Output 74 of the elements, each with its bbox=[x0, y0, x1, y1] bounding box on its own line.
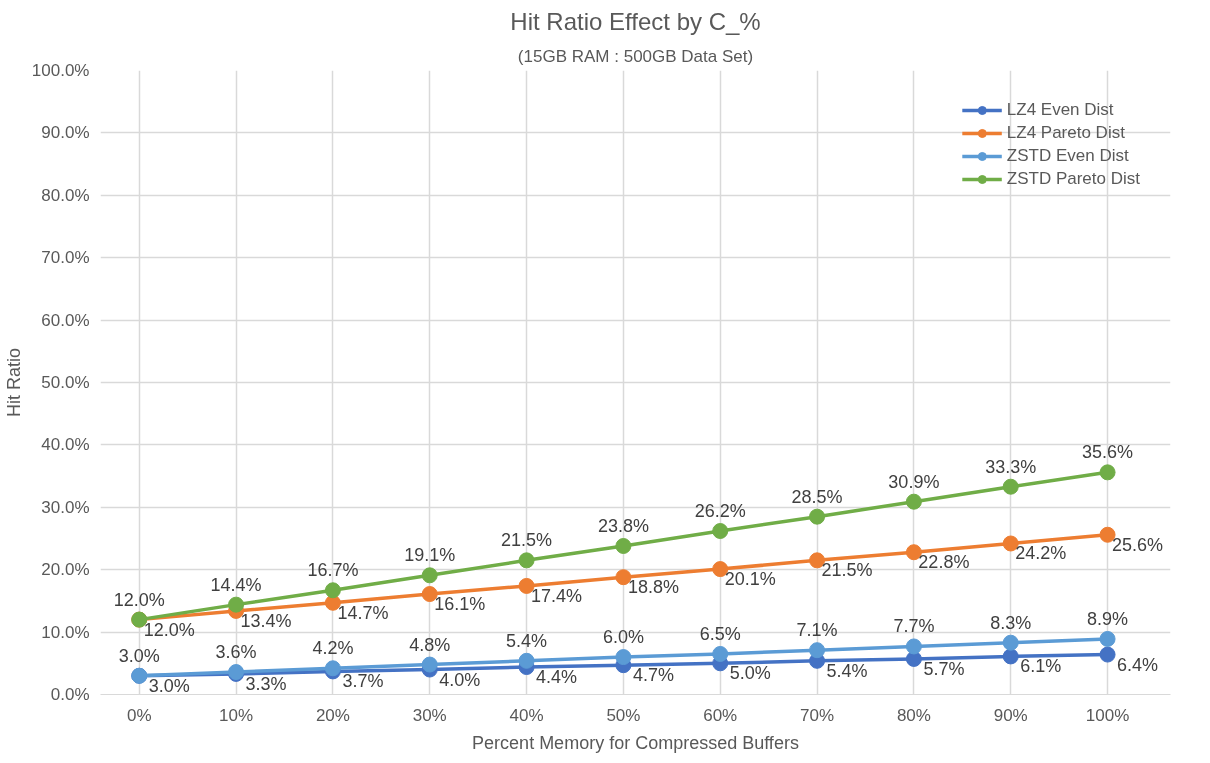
legend-label: LZ4 Pareto Dist bbox=[1006, 123, 1125, 143]
y-tick-label: 0.0% bbox=[50, 685, 90, 704]
data-label: 14.7% bbox=[337, 602, 389, 623]
data-label: 26.2% bbox=[694, 501, 746, 522]
legend-label: ZSTD Even Dist bbox=[1006, 146, 1129, 166]
data-label: 5.4% bbox=[826, 660, 868, 681]
data-label: 35.6% bbox=[1082, 442, 1134, 463]
y-tick-label: 30.0% bbox=[41, 497, 90, 517]
y-tick-label: 90.0% bbox=[41, 123, 90, 143]
y-tick-label: 70.0% bbox=[41, 248, 90, 268]
data-label: 8.3% bbox=[990, 612, 1032, 633]
data-label: 16.7% bbox=[307, 560, 359, 581]
data-label: 3.0% bbox=[148, 675, 190, 696]
data-label: 12.0% bbox=[113, 589, 165, 610]
legend-label: LZ4 Even Dist bbox=[1006, 100, 1114, 120]
data-label: 14.4% bbox=[210, 574, 262, 595]
data-label: 21.5% bbox=[501, 530, 553, 551]
data-label: 3.0% bbox=[118, 645, 160, 666]
data-label: 22.8% bbox=[918, 552, 970, 573]
x-tick-label: 20% bbox=[315, 705, 350, 725]
data-label: 4.7% bbox=[632, 665, 674, 686]
data-label: 30.9% bbox=[888, 471, 940, 492]
data-label: 25.6% bbox=[1112, 534, 1164, 555]
x-tick-label: 40% bbox=[509, 705, 544, 725]
legend-label: ZSTD Pareto Dist bbox=[1006, 169, 1140, 189]
data-label: 8.9% bbox=[1087, 608, 1129, 629]
data-label: 18.8% bbox=[627, 577, 679, 598]
y-tick-label: 20.0% bbox=[41, 560, 90, 580]
data-label: 3.7% bbox=[342, 671, 384, 692]
chart-subtitle: (15GB RAM : 500GB Data Set) bbox=[517, 46, 754, 66]
x-tick-label: 60% bbox=[703, 705, 738, 725]
data-label: 7.7% bbox=[893, 616, 935, 637]
data-label: 6.0% bbox=[602, 627, 644, 648]
data-label: 21.5% bbox=[821, 560, 873, 581]
data-label: 4.8% bbox=[409, 634, 451, 655]
data-label: 4.0% bbox=[439, 669, 481, 690]
data-label: 19.1% bbox=[404, 545, 456, 566]
data-label: 28.5% bbox=[791, 486, 843, 507]
data-label: 24.2% bbox=[1015, 543, 1067, 564]
data-label: 17.4% bbox=[531, 585, 583, 606]
x-tick-label: 100% bbox=[1085, 705, 1130, 725]
y-tick-label: 100.0% bbox=[31, 61, 90, 80]
data-label: 33.3% bbox=[985, 456, 1037, 477]
x-tick-label: 90% bbox=[993, 705, 1028, 725]
x-tick-label: 80% bbox=[896, 705, 931, 725]
y-tick-label: 40.0% bbox=[41, 435, 90, 455]
data-label: 20.1% bbox=[724, 569, 776, 590]
x-tick-label: 10% bbox=[219, 705, 254, 725]
y-tick-label: 60.0% bbox=[41, 310, 90, 330]
data-label: 3.3% bbox=[245, 673, 287, 694]
data-label: 12.0% bbox=[143, 619, 195, 640]
y-axis-title: Hit Ratio bbox=[3, 347, 24, 418]
data-label: 6.1% bbox=[1020, 656, 1062, 677]
x-axis-title: Percent Memory for Compressed Buffers bbox=[472, 732, 799, 753]
data-label: 4.2% bbox=[312, 638, 354, 659]
x-tick-label: 70% bbox=[800, 705, 835, 725]
data-label: 5.4% bbox=[506, 630, 548, 651]
data-label: 3.6% bbox=[215, 642, 257, 663]
x-tick-label: 30% bbox=[412, 705, 447, 725]
x-tick-label: 50% bbox=[606, 705, 641, 725]
data-label: 7.1% bbox=[796, 620, 838, 641]
chart-title: Hit Ratio Effect by C_% bbox=[510, 7, 761, 35]
data-label: 6.5% bbox=[699, 623, 741, 644]
x-tick-label: 0% bbox=[126, 705, 152, 725]
y-tick-label: 80.0% bbox=[41, 185, 90, 205]
data-label: 16.1% bbox=[434, 594, 486, 615]
data-label: 23.8% bbox=[597, 515, 649, 536]
data-label: 5.0% bbox=[729, 663, 771, 684]
data-label: 4.4% bbox=[536, 667, 578, 688]
y-tick-label: 50.0% bbox=[41, 373, 90, 392]
data-label: 13.4% bbox=[240, 610, 292, 631]
data-label: 5.7% bbox=[923, 658, 965, 679]
data-label: 6.4% bbox=[1117, 654, 1159, 675]
y-tick-label: 10.0% bbox=[41, 622, 90, 642]
